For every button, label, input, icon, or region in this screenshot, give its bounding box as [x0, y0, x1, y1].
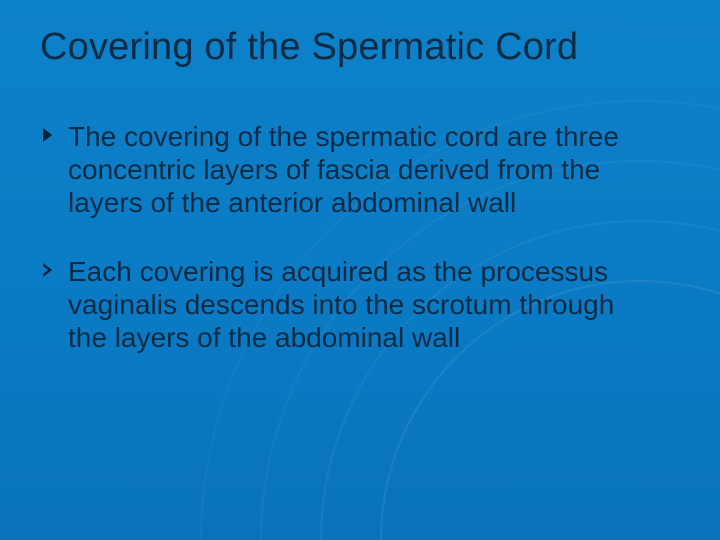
bullet-text: Each covering is acquired as the process… [68, 255, 660, 354]
bullet-item: Each covering is acquired as the process… [40, 255, 660, 354]
slide-body: The covering of the spermatic cord are t… [40, 120, 660, 390]
bullet-text: The covering of the spermatic cord are t… [68, 120, 660, 219]
chevron-right-icon [40, 126, 58, 144]
chevron-right-icon [40, 261, 58, 279]
bullet-item: The covering of the spermatic cord are t… [40, 120, 660, 219]
slide-title: Covering of the Spermatic Cord [40, 26, 690, 69]
slide: Covering of the Spermatic Cord The cover… [0, 0, 720, 540]
